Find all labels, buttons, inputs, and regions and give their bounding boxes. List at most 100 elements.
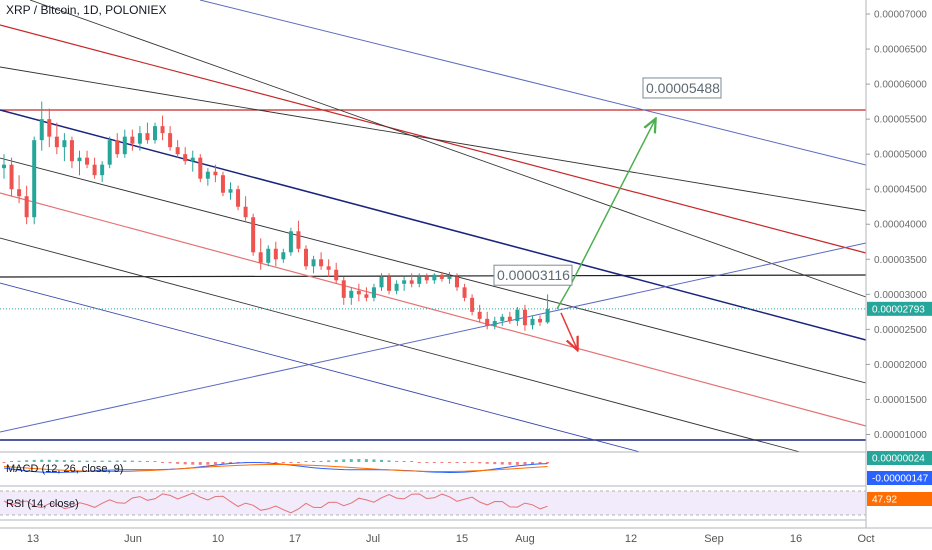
macd-hist-bar bbox=[85, 460, 89, 462]
price-tick-label: 0.00001000 bbox=[874, 430, 927, 441]
macd-hist-bar bbox=[93, 460, 97, 462]
macd-hist-bar bbox=[493, 462, 497, 465]
candle-body bbox=[122, 136, 127, 155]
price-tick-label: 0.00005500 bbox=[874, 115, 927, 126]
macd-hist-bar bbox=[515, 462, 519, 465]
candle-body bbox=[296, 231, 301, 249]
macd-hist-bar bbox=[40, 459, 44, 462]
candle-body bbox=[288, 231, 293, 253]
macd-hist-bar bbox=[281, 462, 285, 463]
macd-hist-bar bbox=[274, 462, 278, 463]
macd-hist-bar bbox=[108, 460, 112, 462]
candle-body bbox=[145, 133, 150, 141]
price-tick-label: 0.00003000 bbox=[874, 290, 927, 301]
candle-body bbox=[9, 164, 14, 190]
candle-body bbox=[251, 217, 256, 253]
candle-body bbox=[341, 280, 346, 298]
time-tick-label: Sep bbox=[704, 533, 724, 545]
macd-hist-bar bbox=[191, 462, 195, 465]
price-tick-label: 0.00005000 bbox=[874, 150, 927, 161]
current-price-tag: 0.00002793 bbox=[872, 304, 925, 315]
target-up-label: 0.00005488 bbox=[646, 80, 720, 96]
macd-hist-bar bbox=[10, 461, 14, 462]
candle-body bbox=[326, 266, 331, 270]
macd-hist-bar bbox=[100, 460, 104, 462]
candle-body bbox=[356, 290, 361, 295]
candle-body bbox=[371, 287, 376, 298]
price-tick-label: 0.00001500 bbox=[874, 395, 927, 406]
current-price-tag-bg bbox=[867, 301, 932, 316]
candle-body bbox=[439, 274, 444, 279]
macd-hist-bar bbox=[463, 462, 467, 463]
macd-line bbox=[3, 461, 548, 474]
macd-hist-bar bbox=[130, 460, 134, 462]
candle-body bbox=[485, 318, 490, 326]
candle-body bbox=[205, 171, 210, 179]
candle-body bbox=[424, 276, 429, 281]
candle-body bbox=[24, 196, 29, 218]
macd-hist-bar bbox=[183, 462, 187, 465]
candle-body bbox=[2, 164, 6, 169]
macd-hist-bar bbox=[342, 459, 346, 462]
macd-hist-bar bbox=[213, 462, 217, 465]
trend-line-11 bbox=[0, 282, 641, 453]
mid-level-label: 0.00003116 bbox=[497, 267, 570, 283]
macd-value-bg bbox=[867, 471, 932, 485]
macd-hist-bar bbox=[380, 459, 383, 462]
target-up-label-box bbox=[642, 77, 722, 99]
price-tick-label: 0.00002500 bbox=[874, 325, 927, 336]
macd-hist-bar bbox=[485, 462, 489, 464]
macd-hist-bar bbox=[364, 459, 368, 462]
macd-hist-bar bbox=[312, 461, 316, 462]
time-axis-bg bbox=[0, 528, 932, 550]
macd-hist-bar bbox=[123, 460, 127, 462]
candle-body bbox=[447, 276, 452, 279]
macd-hist-bar bbox=[55, 459, 59, 462]
macd-hist-bar bbox=[357, 459, 361, 462]
candle-body bbox=[334, 269, 339, 281]
macd-label: MACD (12, 26, close, 9) bbox=[6, 463, 124, 475]
macd-hist-bar bbox=[289, 462, 293, 463]
rsi-band bbox=[0, 491, 866, 515]
rsi-value: 47.92 bbox=[872, 495, 897, 506]
trend-line-7 bbox=[0, 109, 867, 341]
candle-body bbox=[220, 175, 225, 193]
candle-body bbox=[304, 248, 308, 267]
time-tick-label: 13 bbox=[27, 533, 39, 545]
candle-body bbox=[236, 189, 241, 207]
macd-hist-bar bbox=[395, 460, 399, 462]
macd-value: -0.00000147 bbox=[872, 474, 929, 485]
macd-hist-bar bbox=[327, 460, 331, 462]
candle-body bbox=[273, 248, 278, 260]
macd-hist-bar bbox=[538, 462, 542, 464]
candle-body bbox=[69, 140, 74, 162]
macd-hist-bar bbox=[447, 462, 451, 463]
candle-body bbox=[266, 248, 271, 263]
macd-hist-bar bbox=[2, 462, 6, 463]
trend-line-3 bbox=[199, 0, 867, 166]
macd-hist-bar bbox=[176, 462, 180, 464]
candle-body bbox=[213, 171, 218, 176]
candle-body bbox=[530, 318, 535, 326]
macd-hist-bar bbox=[138, 460, 142, 462]
up-arrow bbox=[556, 120, 655, 310]
macd-hist-bar bbox=[440, 462, 444, 463]
macd-hist-bar bbox=[304, 461, 308, 462]
symbol-title: XRP / Bitcoin, 1D, POLONIEX bbox=[6, 3, 167, 17]
candle-body bbox=[228, 189, 233, 193]
candle-body bbox=[62, 140, 67, 148]
candle-body bbox=[32, 140, 37, 218]
candle-body bbox=[470, 297, 475, 312]
drawings: 0.00005488 0.00003116 bbox=[493, 77, 722, 349]
candle-body bbox=[402, 280, 407, 284]
candle-body bbox=[545, 309, 550, 323]
indicator-panes bbox=[0, 451, 932, 521]
macd-hist-bar bbox=[455, 462, 459, 463]
macd-hist-bar bbox=[206, 462, 210, 465]
candle-body bbox=[168, 133, 173, 148]
macd-hist-bar bbox=[372, 459, 376, 462]
candle-body bbox=[175, 147, 180, 155]
macd-signal-line bbox=[3, 464, 548, 472]
macd-hist-bar bbox=[417, 462, 421, 463]
